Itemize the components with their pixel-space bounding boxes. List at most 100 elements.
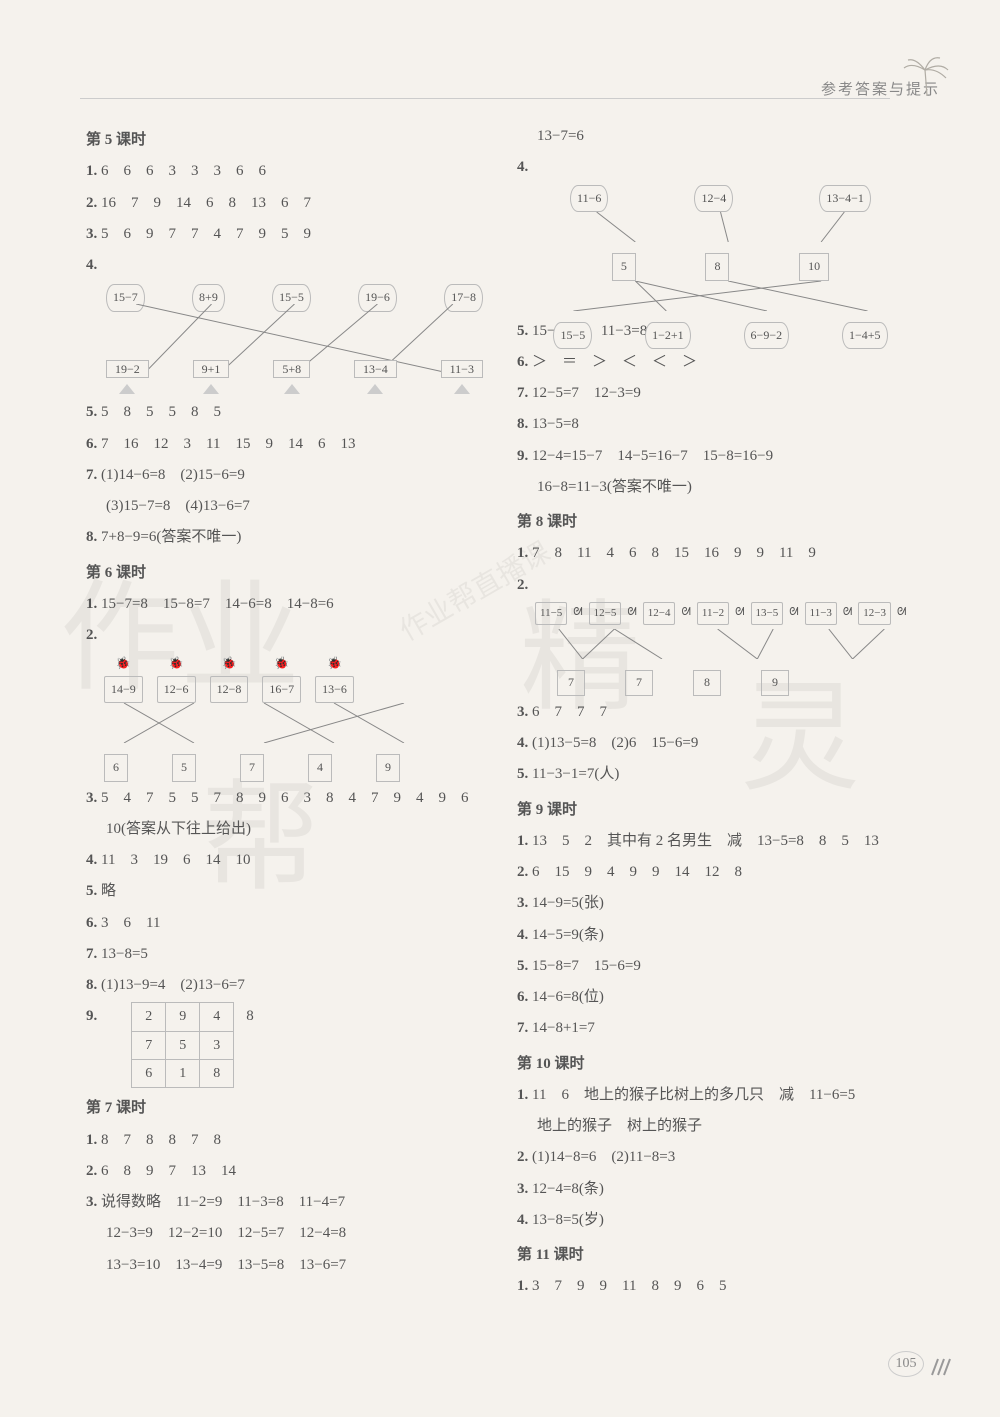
answer-line: 6. 3 6 11 [86, 909, 483, 938]
answer-line: 5. 15−8=7 15−6=9 [517, 952, 914, 981]
text: 12−4=15−7 14−5=16−7 15−8=16−9 [532, 448, 773, 464]
answer-line: 1. 13 5 2 其中有 2 名男生 减 13−5=8 8 5 13 [517, 827, 914, 856]
grid-item: 9. 294 753 618 8 [86, 1002, 483, 1088]
answer-line: 1. 3 7 9 9 11 8 9 6 5 [517, 1272, 914, 1301]
answer-line: 5. 11−3−1=7(人) [517, 760, 914, 789]
answer-line: (3)15−7=8 (4)13−6=7 [106, 492, 483, 521]
answer-line: 6. 14−6=8(位) [517, 983, 914, 1012]
text: 7+8−9=6(答案不唯一) [101, 529, 241, 545]
text: 5 6 9 7 7 4 7 9 5 9 [101, 226, 311, 242]
box: 5 [172, 754, 196, 781]
carrot: 7 [625, 670, 653, 695]
box: 8 [705, 253, 729, 280]
answer-line: 地上的猴子 树上的猴子 [537, 1112, 914, 1141]
box: 13−4 [354, 360, 397, 378]
section-title: 第 10 课时 [517, 1050, 914, 1079]
bug-box: 12−8 [210, 676, 249, 703]
box: 9 [376, 754, 400, 781]
text: 11−3−1=7(人) [532, 766, 619, 782]
answer-line: 13−3=10 13−4=9 13−5=8 13−6=7 [106, 1251, 483, 1280]
text: (1)13−5=8 (2)6 15−6=9 [532, 735, 698, 751]
text: 13−5=8 [532, 416, 579, 432]
text: 14−9=5(张) [532, 895, 604, 911]
box: 9+1 [193, 360, 230, 378]
answer-line: 5. 略 [86, 877, 483, 906]
answer-line: 2. 16 7 9 14 6 8 13 6 7 [86, 189, 483, 218]
answer-line: 4. 13−8=5(岁) [517, 1206, 914, 1235]
match-box: 15−7 8+9 15−5 19−6 17−8 19−2 9+1 5+8 13−… [106, 284, 483, 394]
bug-box: 13−6 [315, 676, 354, 703]
box: 6 [104, 754, 128, 781]
text: 6 6 6 3 3 3 6 6 [101, 163, 266, 179]
answer-line: 7. 12−5=7 12−3=9 [517, 379, 914, 408]
answer-line: 1. 7 8 11 4 6 8 15 16 9 9 11 9 [517, 539, 914, 568]
text: 10(答案从下往上给出) [106, 821, 251, 837]
seg: 11−3 [805, 602, 837, 625]
text: 3 7 9 9 11 8 9 6 5 [532, 1278, 726, 1294]
text: 13−7=6 [537, 128, 584, 144]
text: 7 16 12 3 11 15 9 14 6 13 [101, 436, 355, 452]
left-column: 第 5 课时 1. 6 6 6 3 3 3 6 6 2. 16 7 9 14 6… [86, 120, 483, 1347]
tree-lines [527, 281, 914, 311]
seg: 11−2 [697, 602, 729, 625]
cloud: 13−4−1 [819, 185, 871, 212]
answer-line: 3. 5 4 7 5 5 7 8 9 6 3 8 4 7 9 4 9 6 [86, 784, 483, 813]
tree-lines [527, 212, 914, 242]
text: 12−4=8(条) [532, 1181, 604, 1197]
seg: 12−5 [589, 602, 622, 625]
text: 8 [246, 1002, 254, 1031]
bug-icon: 🐞 [274, 652, 289, 675]
answer-line: 8. 13−5=8 [517, 410, 914, 439]
cloud: 15−5 [553, 322, 592, 349]
text: 15−8=7 15−6=9 [532, 958, 641, 974]
answer-line: 8. 7+8−9=6(答案不唯一) [86, 523, 483, 552]
cell: 1 [166, 1060, 200, 1088]
answer-line: 2. [517, 571, 914, 600]
answer-line: 13−7=6 [537, 122, 914, 151]
answer-line: 3. 14−9=5(张) [517, 889, 914, 918]
pencil-icon [928, 1349, 964, 1379]
answer-line: 1. 15−7=8 15−8=7 14−6=8 14−8=6 [86, 590, 483, 619]
text: 11 6 地上的猴子比树上的多几只 减 11−6=5 [532, 1087, 855, 1103]
cloud: 6−9−2 [744, 322, 790, 349]
section-title: 第 8 课时 [517, 508, 914, 537]
carrot: 7 [557, 670, 585, 695]
answer-line: 2. (1)14−8=6 (2)11−8=3 [517, 1143, 914, 1172]
bug-answer-row: 6 5 7 4 9 [104, 754, 483, 781]
text: 12−5=7 12−3=9 [532, 385, 641, 401]
section-title: 第 9 课时 [517, 796, 914, 825]
answer-line: 4. 14−5=9(条) [517, 921, 914, 950]
text: 地上的猴子 树上的猴子 [537, 1118, 702, 1134]
cell: 8 [200, 1060, 234, 1088]
text: 13−8=5(岁) [532, 1212, 604, 1228]
cell: 4 [200, 1003, 234, 1031]
answer-line: 7. 14−8+1=7 [517, 1014, 914, 1043]
matching-diagram: 4. [86, 251, 483, 280]
answer-line: 9. 12−4=15−7 14−5=16−7 15−8=16−9 [517, 442, 914, 471]
bug-box: 16−7 [262, 676, 301, 703]
bug-icon: 🐞 [221, 652, 236, 675]
seg: 12−4 [643, 602, 676, 625]
cell: 7 [132, 1031, 166, 1059]
section-title: 第 7 课时 [86, 1094, 483, 1123]
text: 13−8=5 [101, 946, 148, 962]
answer-line: 8. (1)13−9=4 (2)13−6=7 [86, 971, 483, 1000]
text: 6 8 9 7 13 14 [101, 1163, 236, 1179]
answer-line: 3. 12−4=8(条) [517, 1175, 914, 1204]
answer-line: 16−8=11−3(答案不唯一) [537, 473, 914, 502]
cloud: 1−2+1 [645, 322, 691, 349]
answer-line: 2. [86, 621, 483, 650]
text: 6 7 7 7 [532, 704, 607, 720]
cloud: 1−4+5 [842, 322, 888, 349]
cell: 9 [166, 1003, 200, 1031]
answer-line: 2. 6 8 9 7 13 14 [86, 1157, 483, 1186]
box: 4 [308, 754, 332, 781]
answer-line: 3. 5 6 9 7 7 4 7 9 5 9 [86, 220, 483, 249]
cater-lines [535, 629, 932, 659]
answer-line: 2. 6 15 9 4 9 9 14 12 8 [517, 858, 914, 887]
cloud: 12−4 [694, 185, 733, 212]
text: 略 [101, 883, 116, 899]
text: 13−3=10 13−4=9 13−5=8 13−6=7 [106, 1257, 346, 1273]
text: 16 7 9 14 6 8 13 6 7 [101, 195, 311, 211]
box: 10 [799, 253, 829, 280]
